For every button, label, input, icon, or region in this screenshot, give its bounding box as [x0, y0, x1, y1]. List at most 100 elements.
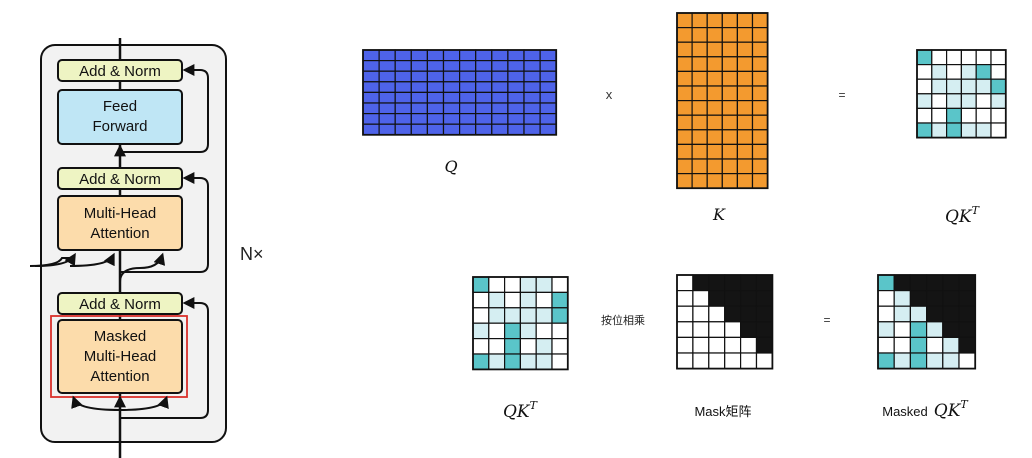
- qkt-top-cell: [960, 122, 977, 139]
- q-cell: [507, 123, 525, 136]
- q-cell: [523, 102, 541, 115]
- mask-cell: [692, 321, 710, 338]
- qkt-label-top: QKT: [945, 204, 981, 227]
- q-cell: [362, 81, 380, 94]
- k-cell: [721, 56, 738, 72]
- feed-forward-label-1: Feed: [103, 98, 137, 115]
- mask-cell: [755, 321, 773, 338]
- mask-cell: [739, 336, 758, 354]
- k-cell: [751, 27, 769, 43]
- qkt-bottom-cell: [504, 338, 522, 355]
- k-cell: [676, 143, 693, 160]
- mask-cell: [692, 336, 710, 354]
- qkt-top-base: QK: [945, 207, 973, 227]
- qkt-top-cell: [975, 78, 992, 95]
- q-cell: [394, 91, 412, 104]
- q-cell: [410, 123, 428, 136]
- qkt-bottom-cell: [488, 353, 506, 370]
- q-cell: [426, 70, 445, 83]
- mask-cell: [739, 274, 758, 292]
- q-cell: [491, 102, 509, 115]
- k-cell: [721, 143, 738, 160]
- masked-cell: [958, 321, 976, 338]
- q-cell: [459, 59, 477, 72]
- masked-cell: [942, 336, 960, 354]
- k-cell: [706, 143, 723, 160]
- qkt-top-cell: [945, 49, 962, 66]
- masked-cell: [958, 290, 976, 307]
- q-cell: [523, 81, 541, 94]
- residual-top: [120, 64, 209, 153]
- k-cell: [751, 129, 769, 146]
- k-cell: [736, 99, 754, 116]
- equals-sign-bottom: =: [823, 313, 830, 327]
- qkt-bottom-cell: [551, 353, 569, 370]
- mask-cell: [708, 290, 726, 307]
- masked-cell: [942, 290, 960, 307]
- masked-cell: [925, 274, 944, 292]
- q-cell: [507, 81, 525, 94]
- k-cell: [721, 129, 738, 146]
- qkt-top-cell: [931, 63, 948, 80]
- masked-qkt-matrix: [877, 274, 977, 370]
- mask-cell: [724, 305, 742, 323]
- q-cell: [442, 91, 461, 104]
- k-cell: [691, 70, 708, 87]
- k-cell: [706, 99, 723, 116]
- repeat-label: N×: [240, 244, 264, 264]
- k-cell: [691, 85, 708, 102]
- qkt-top-border: [916, 49, 1007, 139]
- qkt-bottom-cell: [535, 276, 553, 293]
- add-norm-label-top: Add & Norm: [79, 63, 161, 80]
- k-cell: [676, 12, 693, 29]
- k-cell: [676, 173, 693, 189]
- q-cell: [507, 49, 525, 62]
- qkt-top-cell: [960, 93, 977, 110]
- k-cell: [676, 56, 693, 72]
- k-cell: [676, 129, 693, 146]
- qkt-bottom-cell: [504, 307, 522, 324]
- q-cell: [539, 49, 557, 62]
- k-cell: [721, 41, 738, 58]
- qkt-label-bottom: QKT: [503, 399, 539, 422]
- masked-sup: T: [960, 398, 969, 411]
- k-cell: [736, 41, 754, 58]
- k-cell: [751, 158, 769, 175]
- q-cell: [362, 91, 380, 104]
- k-cell: [751, 99, 769, 116]
- k-cell: [706, 129, 723, 146]
- qkt-bottom-cell: [504, 276, 522, 293]
- q-cell: [394, 123, 412, 136]
- qkt-bottom-cell: [535, 291, 553, 309]
- qkt-bottom-cell: [519, 322, 537, 340]
- k-matrix: [676, 12, 769, 190]
- q-cell: [442, 81, 461, 94]
- masked-cell: [909, 274, 928, 292]
- masked-cell: [909, 290, 928, 307]
- masked-cell: [909, 336, 928, 354]
- q-cell: [394, 102, 412, 115]
- q-cell: [378, 70, 396, 83]
- k-cell: [706, 85, 723, 102]
- mask-cell: [739, 352, 758, 370]
- k-cell: [721, 70, 738, 87]
- masked-cell: [893, 305, 912, 323]
- qkt-top-cell: [931, 78, 948, 95]
- masked-cell: [877, 305, 895, 323]
- q-cell: [491, 59, 509, 72]
- k-cell: [721, 158, 738, 175]
- masked-cell: [909, 305, 928, 323]
- qkt-bottom-cell: [488, 338, 506, 355]
- add-norm-label-bottom: Add & Norm: [79, 296, 161, 313]
- k-cell: [721, 12, 738, 29]
- qkt-top-cell: [960, 107, 977, 124]
- q-cell: [378, 91, 396, 104]
- qkt-bottom-cell: [551, 307, 569, 324]
- q-cell: [539, 102, 557, 115]
- q-cell: [442, 49, 461, 62]
- masked-label-2: Multi-Head: [84, 348, 157, 365]
- qkt-bottom-cell: [472, 322, 490, 340]
- qkt-top-cell: [975, 107, 992, 124]
- mask-cell: [708, 274, 726, 292]
- k-cell: [721, 85, 738, 102]
